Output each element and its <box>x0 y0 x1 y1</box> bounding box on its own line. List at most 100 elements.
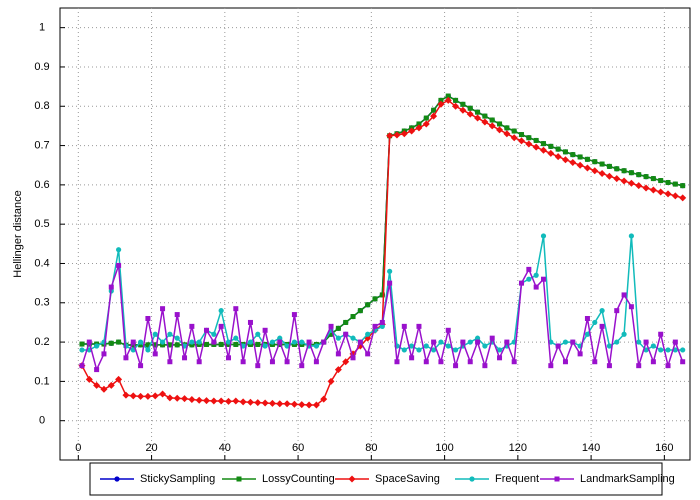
data-point <box>467 105 473 111</box>
data-point <box>408 127 416 135</box>
legend-label: LossyCounting <box>262 473 335 485</box>
data-point <box>357 339 363 345</box>
data-point <box>291 312 297 318</box>
data-point <box>437 100 445 108</box>
data-point <box>218 323 224 329</box>
y-tick-label: 0.9 <box>34 61 49 73</box>
data-point <box>592 159 598 165</box>
legend-marker <box>469 476 475 482</box>
data-point <box>195 396 203 404</box>
data-point <box>599 161 605 167</box>
data-point <box>643 339 649 345</box>
data-point <box>85 375 93 383</box>
data-point <box>592 319 598 326</box>
data-point <box>173 394 181 402</box>
data-point <box>658 347 664 353</box>
data-point <box>466 110 474 118</box>
data-point <box>416 121 422 127</box>
data-point <box>365 331 371 337</box>
data-point <box>196 359 202 365</box>
data-point <box>225 355 231 361</box>
data-point <box>217 397 225 405</box>
data-point <box>672 181 678 187</box>
data-point <box>108 340 114 346</box>
data-point <box>174 335 180 341</box>
data-point <box>379 319 385 325</box>
data-point <box>627 179 635 187</box>
data-point <box>365 302 371 308</box>
data-point <box>160 306 166 312</box>
legend-marker <box>114 476 120 482</box>
data-point <box>167 342 173 348</box>
data-point <box>379 292 385 298</box>
data-point <box>79 347 85 353</box>
data-point <box>548 143 554 149</box>
data-point <box>614 339 620 345</box>
data-point <box>431 339 437 345</box>
data-point <box>342 358 350 366</box>
data-point <box>387 268 393 274</box>
data-point <box>475 109 481 115</box>
data-point <box>116 262 122 268</box>
data-point <box>561 156 569 164</box>
data-point <box>497 355 503 361</box>
data-point <box>562 339 569 345</box>
x-tick-label: 20 <box>145 442 157 454</box>
data-point <box>547 149 555 157</box>
data-point <box>431 107 437 113</box>
legend-marker <box>554 476 560 482</box>
data-point <box>664 190 672 198</box>
data-point <box>247 339 254 345</box>
data-point <box>211 339 217 345</box>
data-point <box>533 137 539 143</box>
data-point <box>636 363 642 369</box>
data-point <box>130 342 136 348</box>
data-point <box>438 97 444 103</box>
data-point <box>569 158 577 166</box>
data-point <box>489 117 495 123</box>
data-point <box>452 347 459 353</box>
y-tick-label: 0.6 <box>34 179 49 191</box>
data-point <box>328 323 334 329</box>
data-point <box>167 331 173 337</box>
data-point <box>277 335 283 341</box>
data-point <box>291 339 298 345</box>
data-point <box>510 134 518 142</box>
data-point <box>189 339 195 345</box>
legend-marker <box>348 475 356 483</box>
x-tick-label: 140 <box>582 442 600 454</box>
data-point <box>211 331 217 337</box>
x-tick-label: 60 <box>292 442 304 454</box>
data-point <box>233 335 239 341</box>
data-point <box>305 401 313 409</box>
data-point <box>599 323 605 329</box>
legend-label: SpaceSaving <box>375 473 440 485</box>
data-point <box>621 292 627 298</box>
data-point <box>137 392 145 400</box>
data-point <box>137 339 144 345</box>
data-point <box>313 343 319 349</box>
x-tick-label: 80 <box>365 442 377 454</box>
y-tick-label: 0.3 <box>34 297 49 309</box>
data-point <box>130 339 136 345</box>
data-point <box>101 351 107 357</box>
data-point <box>643 174 649 180</box>
data-point <box>233 306 239 312</box>
data-point <box>548 363 554 369</box>
data-point <box>283 400 291 408</box>
data-point <box>312 401 320 409</box>
data-point <box>621 168 627 174</box>
data-point <box>657 188 665 196</box>
legend-label: StickySampling <box>140 473 215 485</box>
data-point <box>444 96 452 104</box>
data-point <box>224 397 232 405</box>
data-point <box>401 323 407 329</box>
data-point <box>181 395 189 403</box>
data-point <box>658 331 664 337</box>
data-point <box>327 377 335 385</box>
data-point <box>583 164 591 172</box>
data-point <box>299 339 305 345</box>
data-point <box>350 314 356 320</box>
data-point <box>79 341 85 347</box>
data-point <box>577 154 583 160</box>
